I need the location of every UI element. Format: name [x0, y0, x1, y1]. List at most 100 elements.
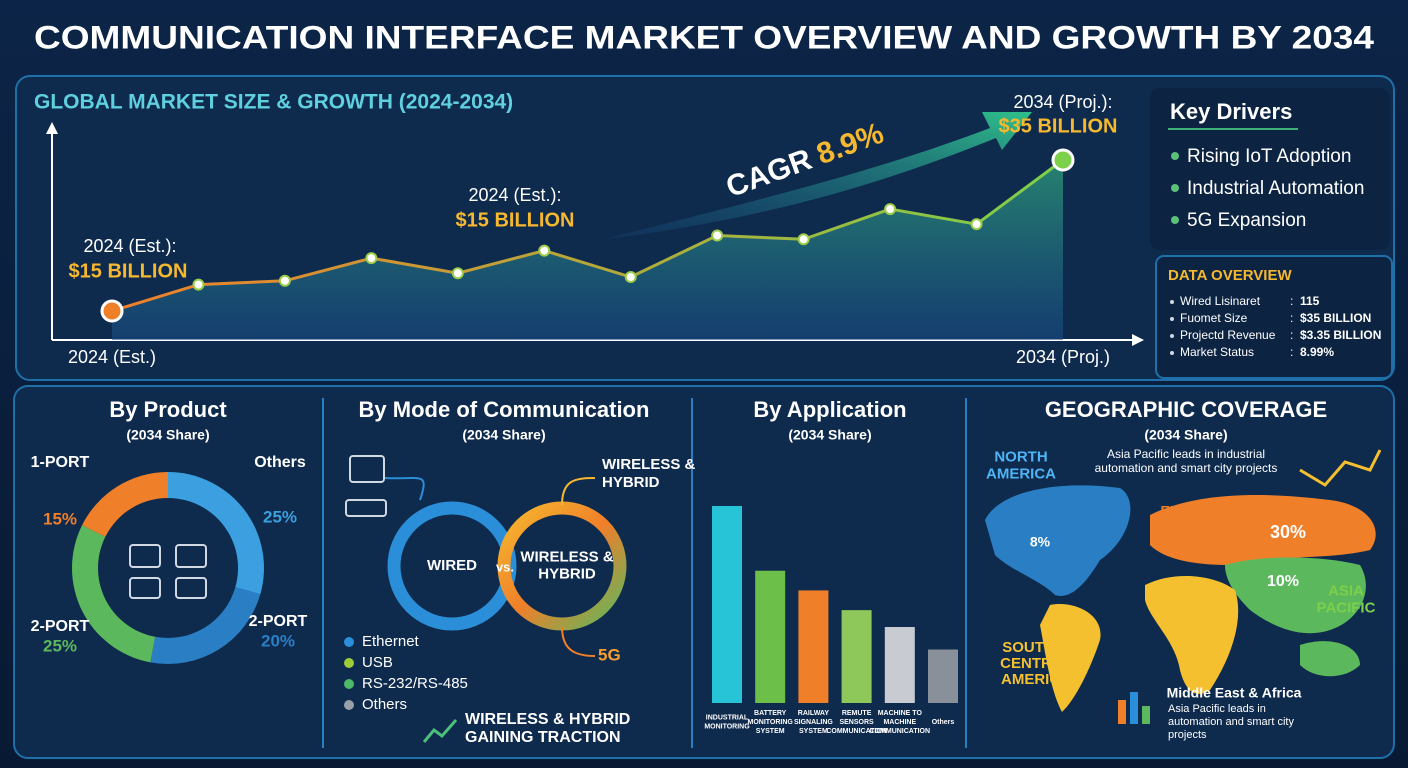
bar [884, 627, 915, 703]
europe-asia [1150, 495, 1376, 565]
point [624, 271, 637, 284]
bullet [1171, 216, 1179, 224]
x-tick-label: RAILWAY SIGNALING SYSTEM [794, 710, 833, 735]
overview-value: $3.35 BILLION [1300, 328, 1381, 342]
legend-dot [344, 700, 354, 710]
y-axis-arrow [46, 122, 58, 134]
segment-value: 25% [263, 507, 297, 526]
section-subtitle: (2034 Share) [788, 427, 871, 443]
australia [1300, 641, 1360, 677]
port-icon [129, 577, 161, 599]
overview-colon: : [1290, 345, 1293, 359]
segment-label: 1-PORT [31, 454, 90, 471]
legend-item: RS-232/RS-485 [362, 675, 468, 692]
growth-title: GLOBAL MARKET SIZE & GROWTH (2024-2034) [34, 91, 513, 114]
trend-icon [1299, 449, 1382, 487]
annotation-label: 2024 (Est.): [83, 236, 176, 256]
ring-label: WIRED [427, 557, 477, 574]
x-tick-label: INDUSTRIAL MONITORING [704, 714, 750, 730]
overview-label: Projectd Revenue [1180, 328, 1276, 342]
usb-icon [345, 499, 387, 517]
drivers-title: Key Drivers [1170, 99, 1292, 124]
donut-segment [150, 587, 261, 665]
region-share: 10% [1267, 573, 1299, 590]
trend-icon [422, 719, 458, 743]
chart-icon [1130, 692, 1138, 724]
annotation-value: $35 BILLION [999, 115, 1118, 137]
bullet [1170, 317, 1174, 321]
overview-colon: : [1290, 311, 1293, 325]
donut-segment [71, 525, 156, 663]
bullet [1171, 152, 1179, 160]
world-map [985, 449, 1382, 724]
wireless-ring [497, 501, 627, 631]
driver-item: Industrial Automation [1187, 178, 1364, 199]
section-subtitle: (2034 Share) [126, 427, 209, 443]
segment-value: 20% [261, 631, 295, 650]
region-label: EUROPE [1160, 503, 1219, 519]
legend-item: Others [362, 696, 407, 713]
x-tick-label: REMUTE SENSORS COMMUNICATION [826, 710, 887, 735]
segment-label: Others [254, 454, 306, 471]
point [192, 278, 205, 291]
chart-icon [1142, 706, 1150, 724]
chart-icon [1118, 700, 1126, 724]
africa [1145, 575, 1239, 694]
section-title: By Mode of Communication [359, 397, 650, 422]
x-tick-label: 2034 (Proj.) [1016, 347, 1110, 367]
x-axis-arrow [1132, 334, 1144, 346]
port-icon [175, 577, 207, 599]
page-title: COMMUNICATION INTERFACE MARKET OVERVIEW … [34, 19, 1374, 55]
segment-label: 2-PORT [249, 613, 308, 630]
overview-label: Wired Lisinaret [1180, 294, 1261, 308]
point [711, 229, 724, 242]
overview-label: Market Status [1180, 345, 1254, 359]
section-title: By Application [753, 397, 906, 422]
point [451, 267, 464, 280]
driver-item: Rising IoT Adoption [1187, 146, 1351, 167]
cagr-arrow [600, 112, 1032, 240]
overview-colon: : [1290, 294, 1293, 308]
x-tick-label: Others [932, 719, 955, 726]
point [538, 244, 551, 257]
driver-item: 5G Expansion [1187, 210, 1306, 231]
region-label: SOUTH & CENTRAL AMERICA [1000, 639, 1072, 688]
region-share: 8% [1030, 534, 1051, 550]
bullet [1170, 351, 1174, 355]
segment-value: 25% [43, 636, 77, 655]
callout: WIRELESS & HYBRID [602, 456, 696, 491]
callout: 5G [598, 645, 621, 664]
asia [1225, 557, 1366, 634]
area [112, 160, 1063, 340]
point [278, 274, 291, 287]
point [365, 252, 378, 265]
point [1051, 148, 1075, 172]
overview-colon: : [1290, 328, 1293, 342]
legend-dot [344, 637, 354, 647]
bullet [1170, 300, 1174, 304]
ethernet-icon [349, 455, 385, 483]
annotation-value: $15 BILLION [69, 260, 188, 282]
bar [712, 506, 742, 703]
legend-item: USB [362, 654, 393, 671]
legend-dot [344, 658, 354, 668]
overview-value: $35 BILLION [1300, 311, 1371, 325]
annotation-label: 2024 (Est.): [468, 185, 561, 205]
annotation-value: $15 BILLION [456, 209, 575, 231]
bar [798, 590, 829, 703]
donut-segment [168, 472, 265, 595]
section-title: By Product [109, 397, 227, 422]
point [970, 218, 983, 231]
north-america [985, 485, 1131, 596]
section-subtitle: (2034 Share) [1144, 427, 1227, 443]
x-tick-label: BATTERY MONITORING SYSTEM [748, 710, 794, 735]
connector [561, 477, 596, 506]
bullet [1171, 184, 1179, 192]
donut-segment [82, 472, 168, 537]
geo-note: Asia Pacific leads in industrial automati… [1095, 447, 1278, 475]
connector [561, 626, 596, 657]
ring-label: WIRELESS & HYBRID [520, 548, 614, 582]
x-tick-label: MACHINE TO MACHINE COMMUNICATION [870, 710, 931, 735]
region-note: Asia Pacific leads in automation and smar… [1168, 703, 1294, 741]
